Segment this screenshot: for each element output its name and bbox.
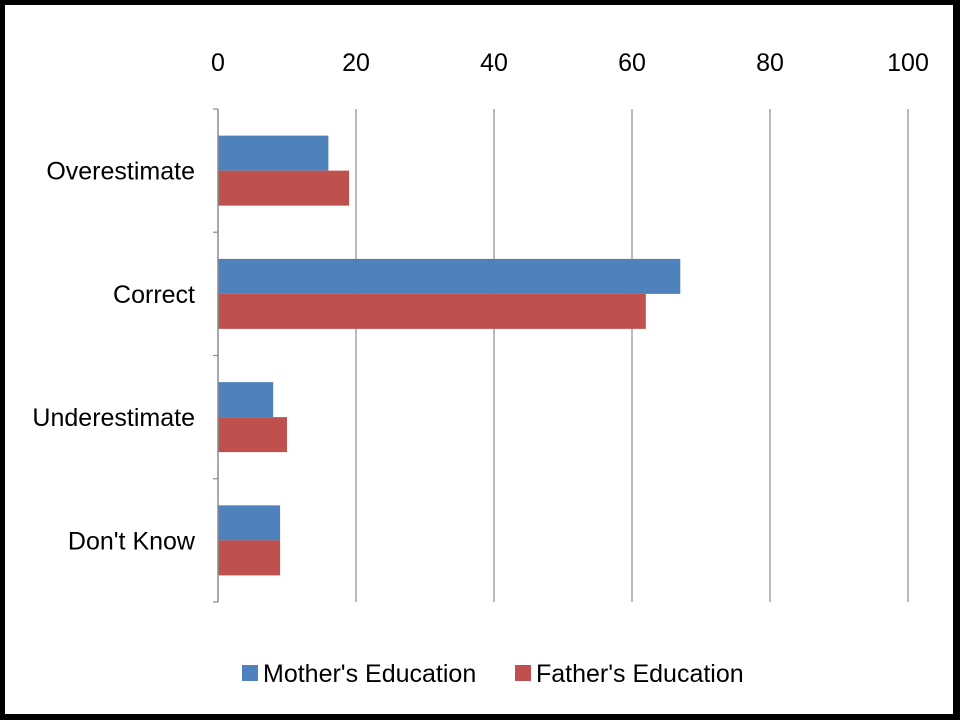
grid-lines — [355, 109, 909, 602]
value-axis — [213, 108, 219, 603]
bar-father-s-education-underestimate — [218, 417, 287, 453]
category-label-correct: Correct — [113, 281, 195, 309]
bar-father-s-education-correct — [218, 293, 646, 329]
tick-labels: 0 20 40 60 80 100 — [211, 49, 929, 77]
tick-label-80: 80 — [756, 49, 784, 77]
tick-label-100: 100 — [887, 49, 929, 77]
legend: Mother's Education Father's Education — [242, 660, 744, 688]
chart-svg: 0 20 40 60 80 100 Overestimate Correct Underest… — [32, 49, 929, 688]
category-label-overestimate: Overestimate — [46, 158, 195, 186]
category-label-don-t-know: Don't Know — [68, 527, 196, 555]
category-label-underestimate: Underestimate — [32, 404, 195, 432]
legend-label-father-s-education: Father's Education — [536, 660, 744, 688]
tick-label-60: 60 — [618, 49, 646, 77]
legend-swatch-mother-s-education — [242, 665, 258, 681]
bar-mother-s-education-correct — [218, 258, 681, 294]
tick-label-20: 20 — [342, 49, 370, 77]
bar-mother-s-education-underestimate — [218, 382, 274, 418]
bar-mother-s-education-don-t-know — [218, 505, 281, 541]
bars — [218, 135, 681, 576]
tick-label-0: 0 — [211, 49, 225, 77]
bar-father-s-education-don-t-know — [218, 540, 281, 576]
bar-father-s-education-overestimate — [218, 170, 350, 206]
legend-swatch-father-s-education — [515, 665, 531, 681]
tick-label-40: 40 — [480, 49, 508, 77]
category-labels: Overestimate Correct Underestimate Don't Kn… — [32, 158, 196, 556]
legend-label-mother-s-education: Mother's Education — [263, 660, 476, 688]
bar-mother-s-education-overestimate — [218, 135, 329, 171]
